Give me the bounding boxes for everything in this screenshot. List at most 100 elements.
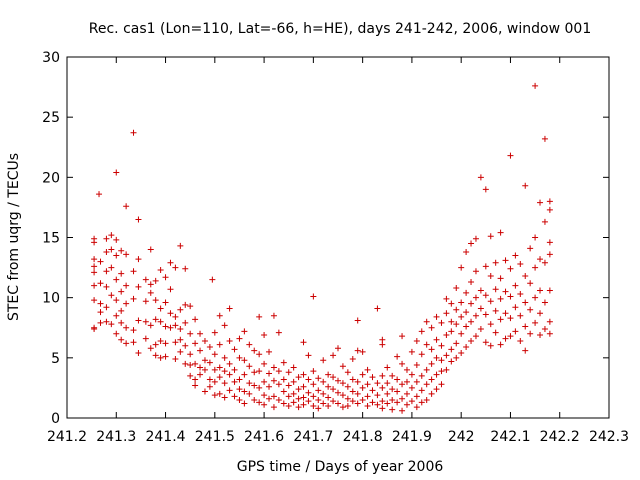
data-point: [221, 354, 228, 361]
data-point: [546, 198, 553, 205]
data-point: [280, 376, 287, 383]
data-point: [103, 318, 110, 325]
data-point: [118, 307, 125, 314]
data-point: [335, 345, 341, 352]
data-point: [344, 369, 351, 376]
data-point: [497, 316, 504, 323]
data-point: [280, 400, 287, 407]
data-point: [270, 404, 277, 411]
data-point: [512, 282, 519, 289]
data-point: [157, 266, 164, 273]
data-point: [251, 382, 258, 389]
data-point: [507, 293, 514, 300]
data-point: [236, 386, 243, 393]
data-point: [118, 247, 125, 254]
data-point: [310, 293, 317, 300]
x-tick-label: 241.8: [343, 429, 383, 445]
data-point: [315, 396, 322, 403]
data-point: [118, 270, 125, 277]
data-point: [275, 381, 282, 388]
data-point: [113, 276, 120, 283]
data-point: [118, 288, 125, 295]
data-point: [330, 386, 337, 393]
data-point: [157, 305, 164, 312]
data-point: [546, 287, 553, 294]
data-point: [522, 182, 529, 189]
data-point: [399, 407, 406, 414]
data-point: [339, 363, 346, 370]
data-point: [339, 404, 346, 411]
data-point: [325, 402, 332, 409]
data-point: [517, 337, 524, 344]
data-point: [354, 317, 361, 324]
data-point: [453, 340, 460, 347]
data-point: [349, 388, 356, 395]
data-point: [403, 401, 410, 408]
data-point: [201, 366, 208, 373]
data-point: [418, 328, 425, 335]
data-point: [142, 276, 149, 283]
data-point: [438, 357, 445, 364]
data-point: [433, 386, 440, 393]
data-point: [463, 248, 470, 255]
data-point: [305, 352, 312, 359]
data-point: [192, 382, 199, 389]
data-point: [280, 388, 287, 395]
data-point: [399, 333, 406, 340]
data-point: [285, 382, 292, 389]
data-point: [482, 311, 489, 318]
data-point: [532, 319, 539, 326]
data-point: [201, 357, 208, 364]
data-point: [344, 395, 351, 402]
x-tick-label: 241.3: [96, 429, 136, 445]
data-point: [221, 322, 228, 329]
data-point: [201, 388, 208, 395]
data-point: [492, 329, 499, 336]
data-point: [463, 323, 470, 330]
data-point: [91, 325, 98, 332]
data-point: [389, 396, 396, 403]
data-point: [91, 282, 98, 289]
data-point: [97, 309, 104, 316]
data-point: [472, 235, 479, 242]
data-point: [477, 287, 484, 294]
data-point: [226, 360, 233, 367]
data-point: [477, 305, 484, 312]
data-point: [192, 316, 199, 323]
data-point: [517, 291, 524, 298]
data-point: [413, 404, 420, 411]
data-point: [492, 286, 499, 293]
data-point: [349, 398, 356, 405]
data-point: [270, 312, 277, 319]
data-point: [537, 287, 544, 294]
data-point: [532, 294, 539, 301]
data-point: [261, 378, 268, 385]
x-tick-label: 241.9: [392, 429, 432, 445]
data-point: [463, 309, 470, 316]
data-point: [458, 313, 465, 320]
data-point: [270, 377, 277, 384]
data-point: [177, 325, 184, 332]
x-tick-label: 242.2: [540, 429, 580, 445]
data-point: [408, 371, 415, 378]
y-tick-label: 25: [42, 110, 60, 126]
data-point: [413, 362, 420, 369]
data-point: [408, 348, 415, 355]
data-point: [305, 389, 312, 396]
data-point: [379, 398, 386, 405]
data-point: [477, 174, 484, 181]
data-point: [241, 357, 248, 364]
x-axis-label: GPS time / Days of year 2006: [237, 459, 444, 475]
data-point: [147, 322, 154, 329]
data-point: [443, 310, 450, 317]
data-point: [135, 216, 142, 223]
data-point: [413, 378, 420, 385]
data-point: [91, 263, 98, 270]
data-point: [374, 401, 381, 408]
data-point: [91, 297, 98, 304]
data-point: [197, 330, 204, 337]
data-point: [226, 371, 233, 378]
data-point: [216, 374, 223, 381]
data-point: [206, 383, 213, 390]
data-point: [335, 377, 341, 384]
